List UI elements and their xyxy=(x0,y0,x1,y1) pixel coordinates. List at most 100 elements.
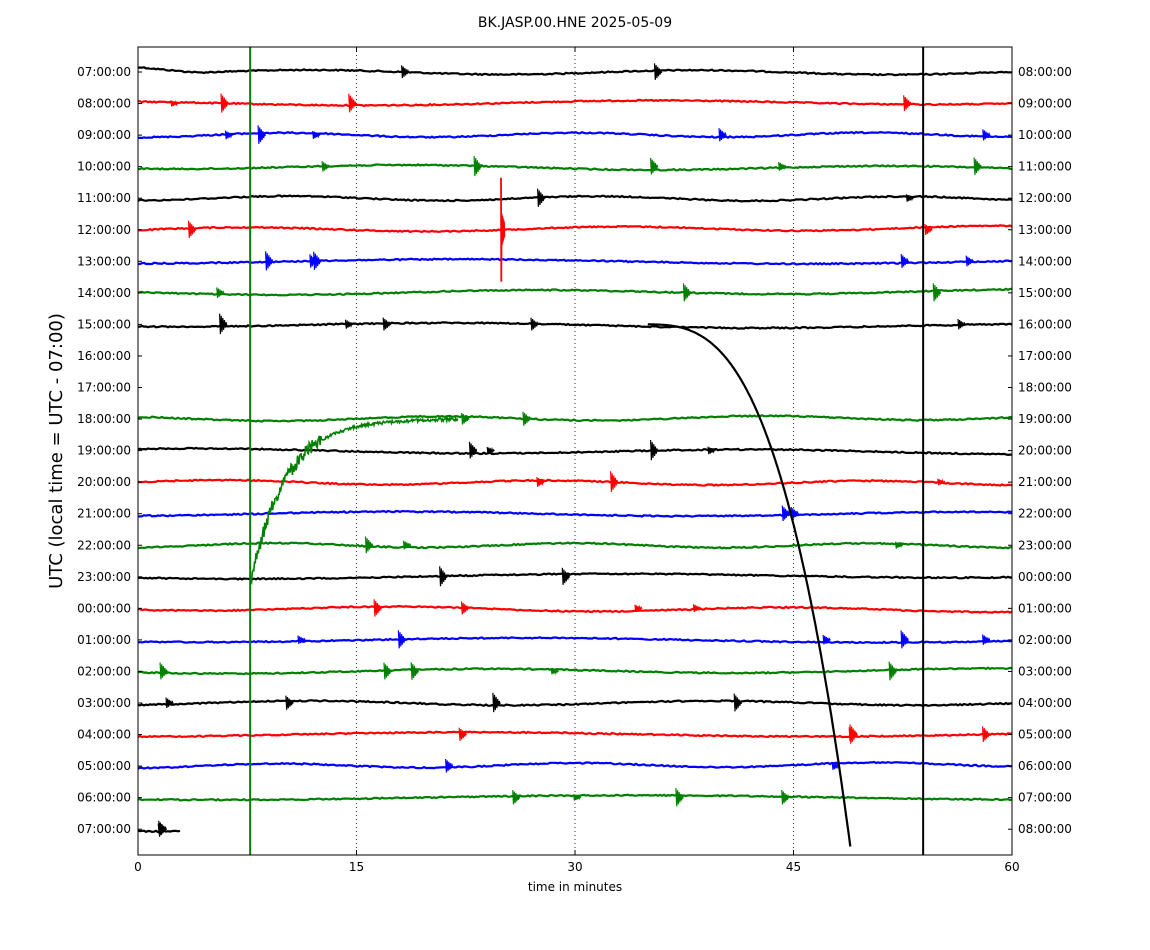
trace-event xyxy=(170,100,179,107)
left-hour-labels: 07:00:00 08:00:00 09:00:00 10:00:00 11:00:00… xyxy=(77,65,142,836)
trace-event xyxy=(297,635,306,644)
right-hour-label: 15:00:00 xyxy=(1018,286,1072,300)
trace-drift-curve xyxy=(647,323,852,847)
trace-event xyxy=(486,446,495,455)
trace-event xyxy=(822,634,831,645)
trace-event xyxy=(458,727,467,741)
left-hour-label: 09:00:00 xyxy=(77,128,131,142)
trace-event xyxy=(790,506,799,520)
trace-row xyxy=(137,604,1013,614)
left-hour-label: 11:00:00 xyxy=(77,191,131,205)
trace-row xyxy=(138,321,1013,330)
right-hour-label: 02:00:00 xyxy=(1018,633,1072,647)
left-hour-label: 10:00:00 xyxy=(77,160,131,174)
trace-row xyxy=(137,224,1013,234)
trace-event xyxy=(894,541,904,549)
trace-event xyxy=(220,93,229,113)
trace-event xyxy=(718,128,727,142)
right-hour-label: 05:00:00 xyxy=(1018,728,1072,742)
left-hour-label: 14:00:00 xyxy=(77,286,131,300)
trace-event xyxy=(653,63,663,80)
x-tick-label-60: 60 xyxy=(1004,860,1019,874)
trace-event xyxy=(550,668,559,676)
left-hour-label: 01:00:00 xyxy=(77,633,131,647)
right-hour-label: 20:00:00 xyxy=(1018,444,1072,458)
trace-event xyxy=(402,540,412,550)
trace-recovery-curve xyxy=(249,415,459,586)
trace-event xyxy=(973,157,982,175)
trace-event xyxy=(905,194,915,202)
trace-row xyxy=(137,194,1013,203)
right-hour-label: 11:00:00 xyxy=(1018,160,1072,174)
trace-event xyxy=(187,220,197,238)
y-axis-label: UTC (local time = UTC - 07:00) xyxy=(46,313,67,589)
trace-event xyxy=(157,823,167,835)
left-hour-label: 17:00:00 xyxy=(77,381,131,395)
trace-event xyxy=(257,125,266,144)
left-hour-label: 23:00:00 xyxy=(77,570,131,584)
trace-event xyxy=(924,223,933,236)
trace-event xyxy=(313,251,322,270)
trace-row xyxy=(137,509,1013,518)
trace-row xyxy=(137,163,1013,172)
right-hour-label: 17:00:00 xyxy=(1018,349,1072,363)
right-hour-labels: 08:00:00 09:00:00 10:00:00 11:00:00 12:00:00… xyxy=(1008,65,1072,836)
right-hour-label: 01:00:00 xyxy=(1018,601,1072,615)
right-hour-label: 04:00:00 xyxy=(1018,696,1072,710)
x-axis-label: time in minutes xyxy=(528,880,622,894)
trace-event xyxy=(778,161,787,171)
left-hour-label: 13:00:00 xyxy=(77,254,131,268)
trace-event xyxy=(957,318,966,330)
left-hour-label: 19:00:00 xyxy=(77,444,131,458)
trace-event xyxy=(445,758,454,773)
chart-title: BK.JASP.00.HNE 2025-05-09 xyxy=(478,15,672,31)
trace-event xyxy=(610,471,619,492)
trace-row xyxy=(137,446,1013,457)
trace-event xyxy=(348,93,357,113)
trace-row xyxy=(137,699,1013,708)
trace-event xyxy=(312,130,321,139)
left-hour-label: 21:00:00 xyxy=(77,507,131,521)
trace-event xyxy=(682,283,692,302)
trace-event xyxy=(468,441,478,459)
trace-event xyxy=(382,317,391,331)
trace-event xyxy=(285,695,294,710)
trace-event xyxy=(536,476,545,487)
right-hour-label: 07:00:00 xyxy=(1018,791,1072,805)
x-tick-label-30: 30 xyxy=(567,860,582,874)
trace-event xyxy=(522,411,531,426)
trace-event xyxy=(410,662,419,680)
right-hour-label: 06:00:00 xyxy=(1018,759,1072,773)
trace-event xyxy=(888,661,897,681)
right-hour-label: 09:00:00 xyxy=(1018,97,1072,111)
right-hour-label: 14:00:00 xyxy=(1018,254,1072,268)
left-hour-label: 18:00:00 xyxy=(77,412,131,426)
seismic-traces xyxy=(137,63,1013,847)
right-hour-label: 00:00:00 xyxy=(1018,570,1072,584)
trace-row xyxy=(137,257,1012,266)
trace-event xyxy=(982,129,991,141)
x-tick-label-45: 45 xyxy=(786,860,801,874)
right-hour-label: 23:00:00 xyxy=(1018,538,1072,552)
trace-event xyxy=(216,287,225,298)
right-hour-label: 08:00:00 xyxy=(1018,822,1072,836)
trace-event xyxy=(373,599,382,617)
trace-row xyxy=(137,541,1013,550)
left-hour-label: 06:00:00 xyxy=(77,791,131,805)
left-hour-label: 15:00:00 xyxy=(77,317,131,331)
trace-row xyxy=(137,414,1013,423)
left-hour-label: 16:00:00 xyxy=(77,349,131,363)
trace-row xyxy=(137,130,1013,139)
trace-event xyxy=(461,412,470,425)
trace-event xyxy=(537,188,546,207)
trace-event xyxy=(224,130,234,140)
trace-event-large xyxy=(500,177,506,282)
trace-event xyxy=(364,536,374,554)
right-hour-label: 03:00:00 xyxy=(1018,664,1072,678)
x-tick-label-0: 0 xyxy=(134,860,142,874)
right-hour-label: 13:00:00 xyxy=(1018,223,1072,237)
trace-event xyxy=(165,697,174,708)
trace-event xyxy=(573,794,582,801)
trace-row xyxy=(137,730,1013,739)
x-axis-ticks: 0 15 30 45 60 xyxy=(134,47,1020,874)
